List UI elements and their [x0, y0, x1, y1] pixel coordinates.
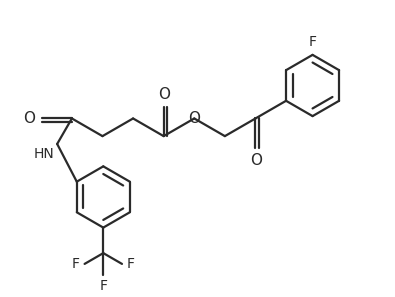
Text: F: F	[72, 257, 80, 271]
Text: O: O	[23, 111, 35, 126]
Text: F: F	[99, 279, 107, 293]
Text: F: F	[127, 257, 135, 271]
Text: O: O	[188, 111, 200, 126]
Text: HN: HN	[33, 147, 54, 161]
Text: O: O	[250, 153, 262, 168]
Text: F: F	[308, 35, 316, 49]
Text: O: O	[158, 87, 170, 102]
